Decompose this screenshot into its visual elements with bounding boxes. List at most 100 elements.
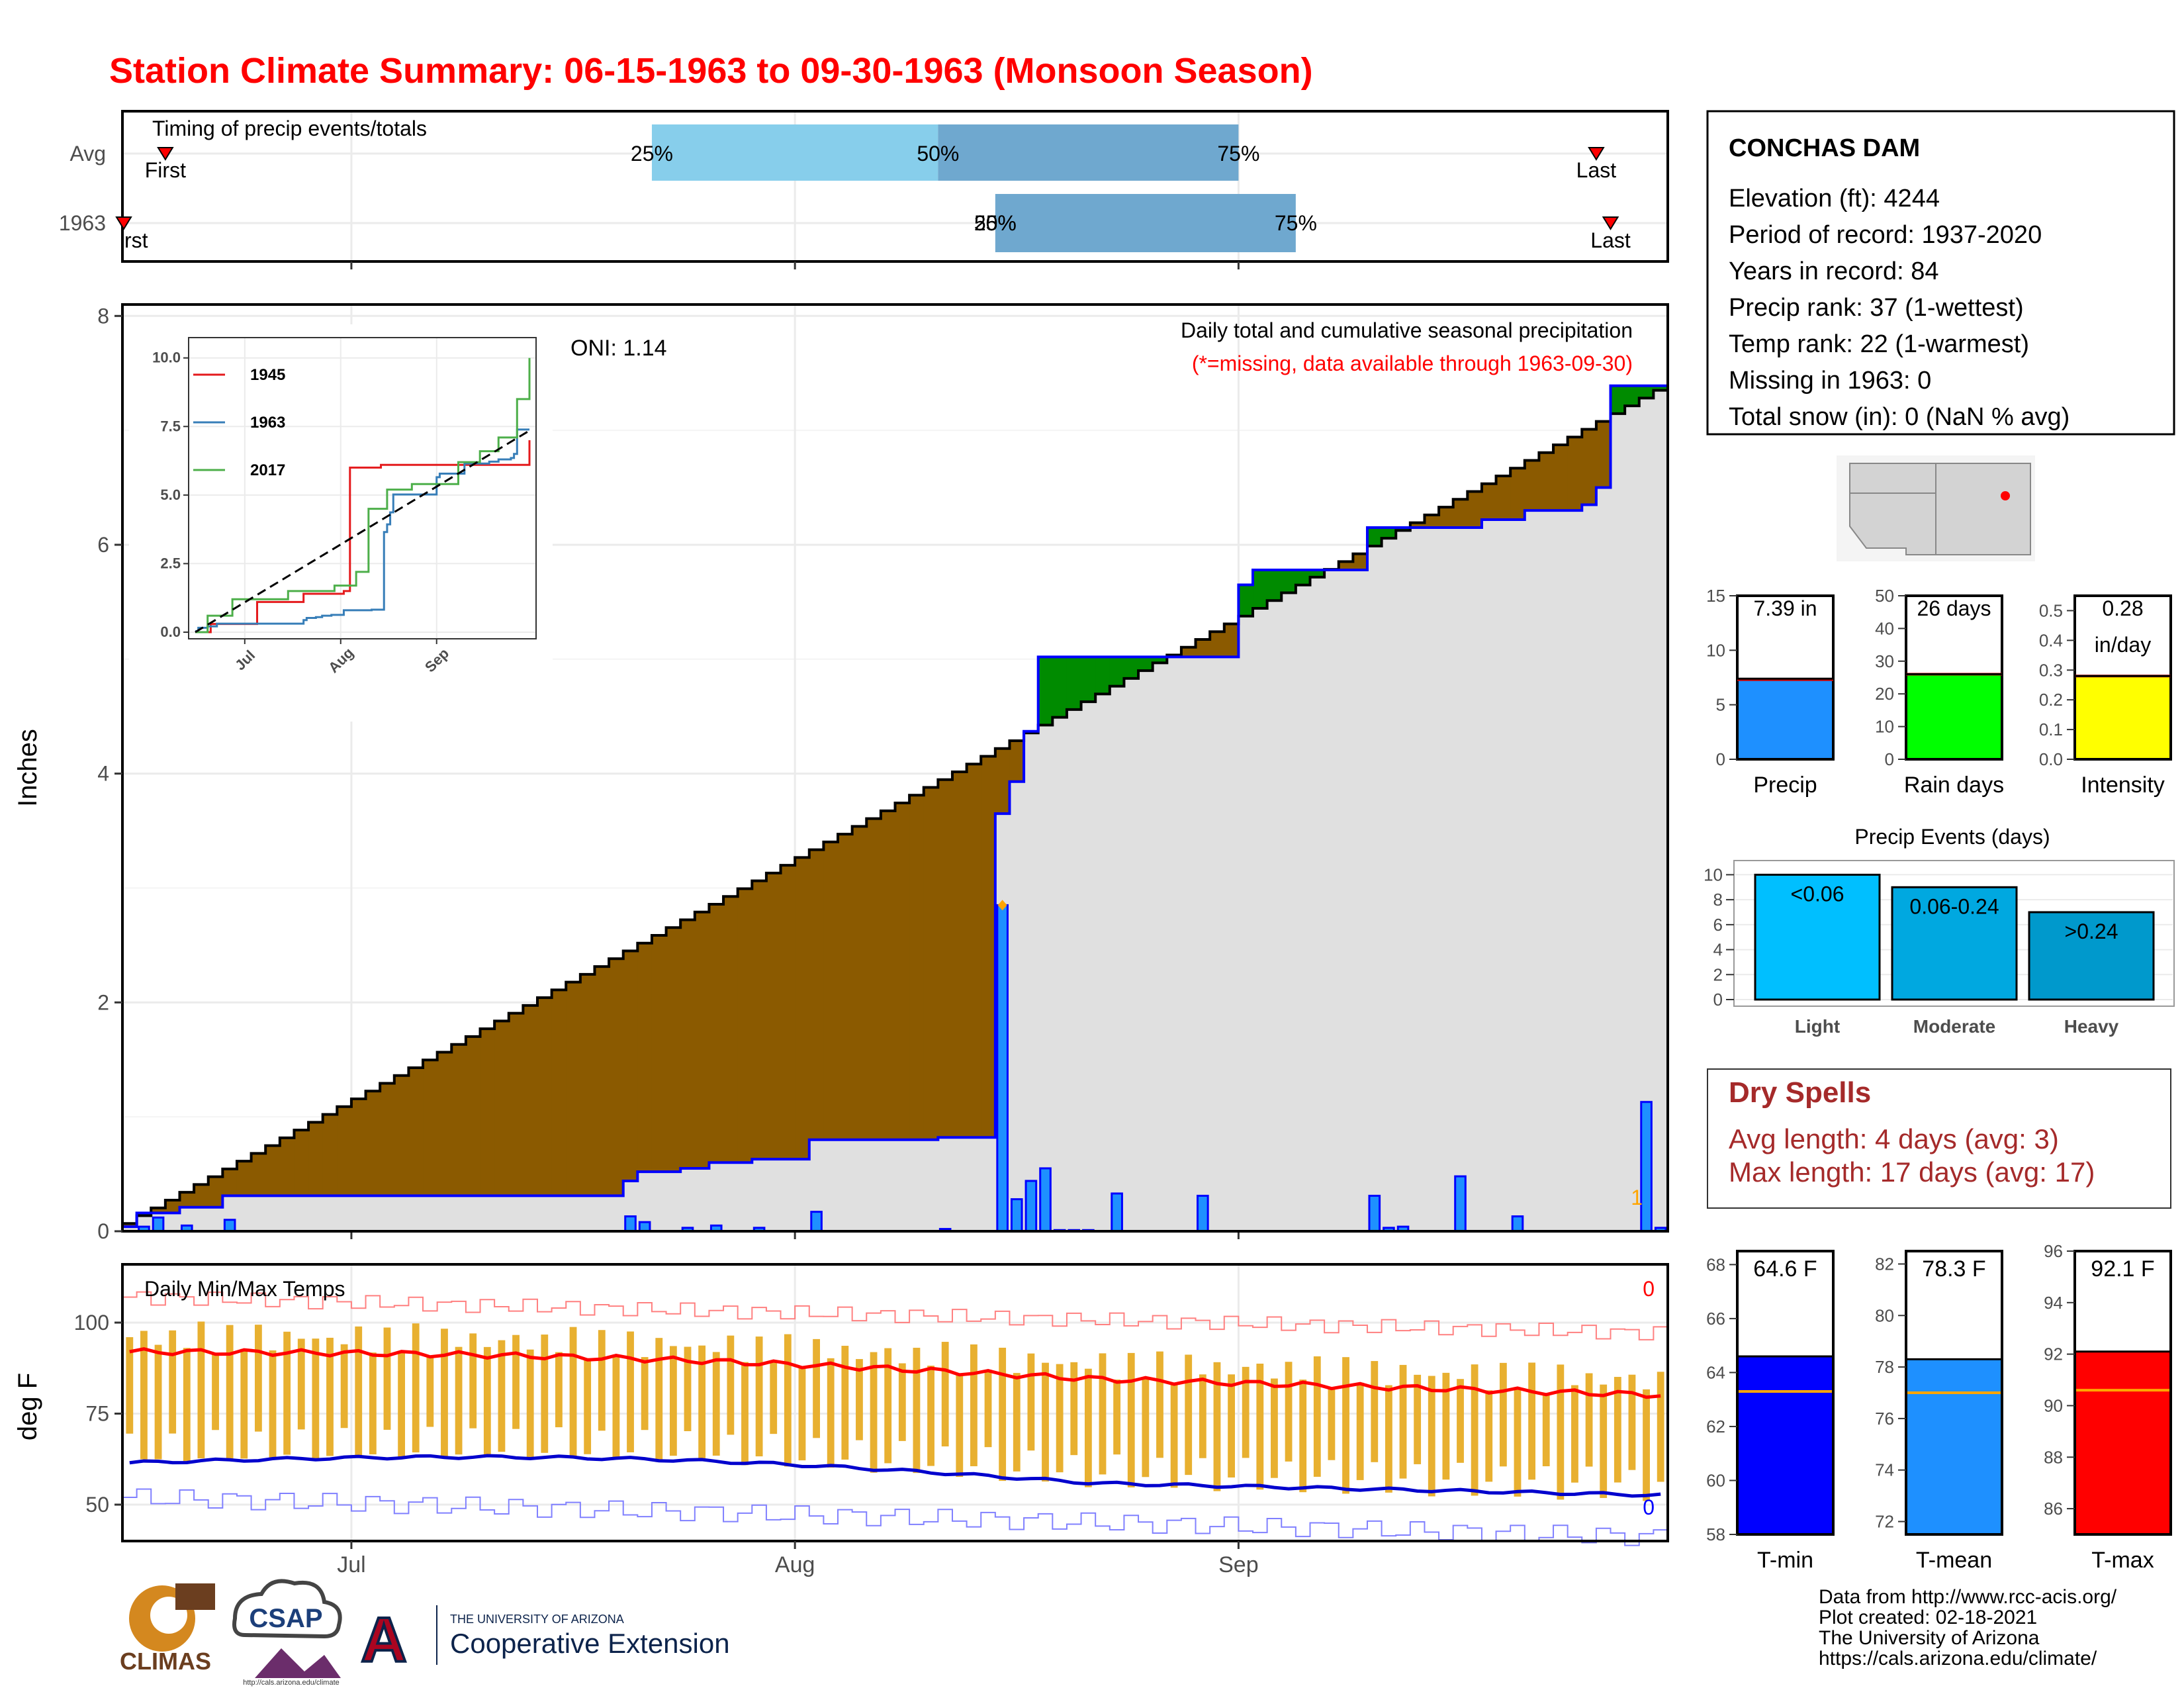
dry-spells-title: Dry Spells xyxy=(1729,1076,1871,1109)
gauge-fill xyxy=(2076,676,2169,758)
csap-mountains xyxy=(255,1648,341,1678)
inset-ytick-label: 0.0 xyxy=(160,624,181,640)
events-bar xyxy=(1754,873,1881,1001)
tmin-missing-count: 0 xyxy=(1643,1495,1655,1519)
daily-temp-bar xyxy=(1113,1380,1121,1455)
events-bar-label: <0.06 xyxy=(1791,882,1844,906)
temp-gauge-ytick-label: 68 xyxy=(1706,1254,1725,1274)
temp-gauge-value-text: 92.1 F xyxy=(2091,1256,2154,1282)
daily-temp-bar xyxy=(1571,1385,1578,1483)
gauge-value-text: 26 days xyxy=(1917,596,1991,620)
tmax-gauge: 86 88 90 92 94 96 92.1 F T-max xyxy=(2044,1241,2172,1573)
daily-temp-bar xyxy=(1457,1379,1464,1463)
precip-surplus-segment xyxy=(1124,657,1139,679)
daily-temp-bar xyxy=(755,1336,763,1457)
precip-deficit-segment xyxy=(222,1168,238,1196)
precip-deficit-segment xyxy=(1496,476,1511,520)
events-ytick-label: 10 xyxy=(1704,865,1723,884)
daily-temp-bar xyxy=(1256,1364,1264,1490)
avg-first-marker xyxy=(157,147,174,161)
temperature-gauges: 58 60 62 64 66 68 64.6 F T-min 72 74 76 78 80 82 78.3 … xyxy=(1706,1241,2172,1573)
precip-deficit-segment xyxy=(995,748,1011,814)
precip-deficit-segment xyxy=(337,1106,352,1196)
precip-difference-fills xyxy=(122,385,1668,1227)
temp-gauge-ytick-label: 58 xyxy=(1706,1524,1725,1544)
precip-deficit-segment xyxy=(1195,639,1210,657)
events-bar xyxy=(2028,911,2155,1001)
daily-temp-bar xyxy=(1414,1374,1422,1464)
precip-deficit-segment xyxy=(923,787,938,1140)
precip-ytick-label: 8 xyxy=(97,304,109,328)
daily-temp-bar xyxy=(1170,1383,1178,1488)
precip-deficit-segment xyxy=(394,1075,410,1196)
year-p75-label: 75% xyxy=(1275,211,1317,235)
precip-deficit-segment xyxy=(1467,491,1482,528)
precip-deficit-segment xyxy=(637,943,653,1172)
precip-deficit-segment xyxy=(1224,624,1239,657)
temp-panel: Daily Min/Max Temps 0 0 deg F 50 75 100 Ju… xyxy=(13,1263,1669,1577)
temp-gauge-ytick-label: 80 xyxy=(1875,1305,1894,1325)
daily-precip-bars xyxy=(138,904,1667,1233)
precip-deficit-segment xyxy=(795,857,810,1160)
year-timing-bar xyxy=(995,194,1296,252)
events-ytick-label: 4 xyxy=(1713,940,1723,960)
temp-gauge-ytick-label: 72 xyxy=(1875,1512,1894,1532)
precip-surplus-segment xyxy=(1281,569,1297,593)
dry-spells-avg: Avg length: 4 days (avg: 3) xyxy=(1729,1123,2059,1154)
year-first-label: rst xyxy=(124,228,148,252)
tmin-gauge: 58 60 62 64 66 68 64.6 F T-min xyxy=(1706,1250,1835,1573)
daily-temp-bar xyxy=(1285,1362,1293,1462)
daily-temp-bar xyxy=(1328,1388,1336,1460)
daily-temp-bar xyxy=(126,1337,134,1434)
precip-deficit-segment xyxy=(151,1207,166,1213)
avg-timing-bar-lower xyxy=(651,124,938,181)
precip-deficit-segment xyxy=(236,1161,252,1196)
station-box-frame xyxy=(1706,110,2175,436)
precip-deficit-segment xyxy=(523,1005,538,1196)
gauge-ytick-label: 10 xyxy=(1706,640,1725,660)
precip-deficit-segment xyxy=(1453,499,1468,528)
daily-precip-bar xyxy=(1197,1194,1209,1233)
daily-temp-bar xyxy=(1385,1385,1392,1493)
year-p50-label: 50% xyxy=(974,211,1017,235)
daily-temp-bar xyxy=(813,1338,820,1438)
precip-deficit-segment xyxy=(1596,421,1612,488)
daily-temp-bar xyxy=(455,1346,463,1455)
events-ytick-label: 2 xyxy=(1713,964,1723,984)
oni-label: ONI: 1.14 xyxy=(570,336,667,361)
temp-gauge-ytick-label: 96 xyxy=(2044,1241,2063,1261)
intensity-gauge: 0.0 0.1 0.2 0.3 0.4 0.5 0.28 in/day Intensity xyxy=(2039,594,2172,798)
daily-temp-bar xyxy=(655,1338,663,1462)
temp-gauge-value-text: 64.6 F xyxy=(1753,1256,1817,1282)
precip-deficit-segment xyxy=(165,1199,181,1213)
temp-gauge-ytick-label: 78 xyxy=(1875,1357,1894,1377)
year-last-marker xyxy=(1602,216,1619,230)
climas-logo: CLIMAS xyxy=(120,1583,215,1675)
daily-temp-bar xyxy=(598,1330,606,1431)
daily-temp-bar xyxy=(183,1348,191,1462)
precip-deficit-segment xyxy=(380,1083,395,1196)
daily-temp-bar xyxy=(727,1335,735,1435)
gauge-value-text: 0.28 xyxy=(2102,596,2143,620)
inset-gridlines xyxy=(189,338,536,639)
daily-temp-bar xyxy=(669,1346,677,1456)
daily-temp-bar xyxy=(827,1358,835,1468)
events-bar-label: >0.24 xyxy=(2065,919,2118,943)
gauge-ytick-label: 10 xyxy=(1875,717,1894,737)
precip-deficit-segment xyxy=(866,818,882,1140)
timing-row-avg: Avg xyxy=(69,142,106,165)
gauge-ytick-label: 50 xyxy=(1875,586,1894,606)
average-cumulative-line xyxy=(122,389,1668,1225)
daily-temp-bar xyxy=(1099,1353,1107,1475)
avg-p75-label: 75% xyxy=(1217,142,1259,165)
events-category-label: Moderate xyxy=(1913,1016,1995,1037)
daily-temp-bar xyxy=(970,1344,978,1466)
daily-precip-bar xyxy=(638,1221,651,1233)
daily-temp-bar xyxy=(1442,1372,1450,1480)
temp-gauge-ytick-label: 64 xyxy=(1706,1362,1725,1382)
precip-deficit-segment xyxy=(966,764,981,1138)
daily-precip-bar xyxy=(1111,1192,1123,1233)
daily-temp-bar xyxy=(884,1348,892,1464)
daily-temp-bar xyxy=(1313,1356,1321,1477)
precip-deficit-segment xyxy=(537,998,553,1196)
